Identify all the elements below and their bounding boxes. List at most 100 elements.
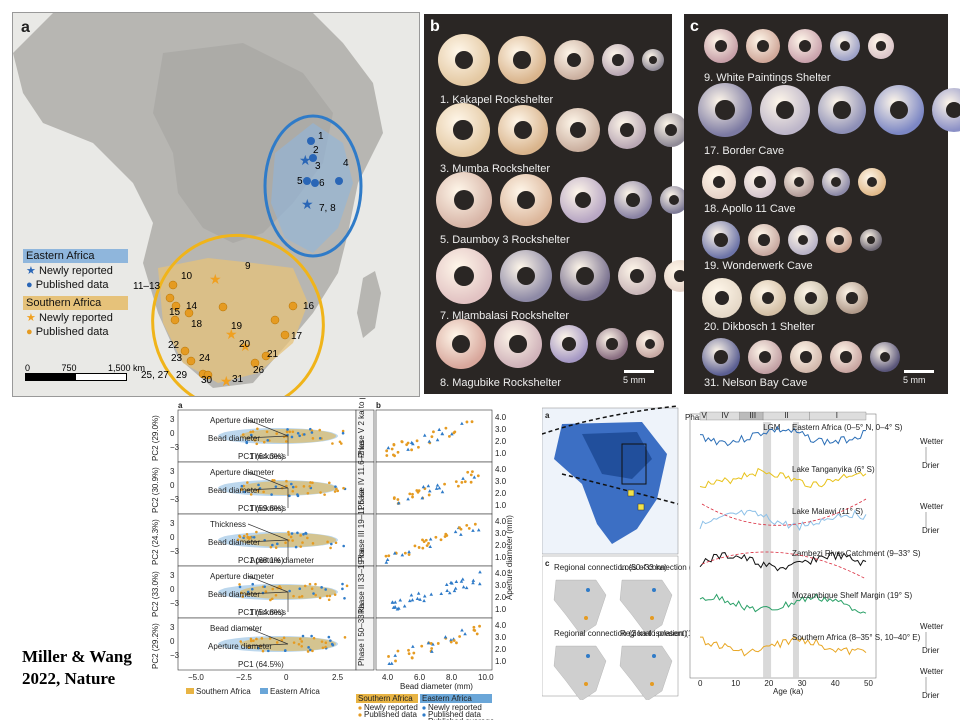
legend-marker xyxy=(358,706,362,710)
pca-point xyxy=(326,540,329,544)
scatter-point xyxy=(435,483,440,487)
mini-africa xyxy=(619,579,673,636)
scatter-point xyxy=(394,659,397,663)
insolation-curve xyxy=(701,498,867,526)
scatter-point xyxy=(432,430,435,434)
bead-image xyxy=(660,186,688,214)
ytick-right: 4.0 xyxy=(495,569,507,578)
ytick-left: 0 xyxy=(170,481,175,490)
pca-point xyxy=(311,649,314,653)
drier-label: Drier xyxy=(922,646,940,655)
scatter-point xyxy=(410,448,414,452)
scatter-point xyxy=(472,475,477,479)
pca-point xyxy=(299,534,302,537)
site-number: 23 xyxy=(171,353,183,364)
scatter-point xyxy=(415,439,419,443)
pca-point xyxy=(246,590,250,594)
phase-name: II xyxy=(784,411,788,420)
site-number: 3 xyxy=(315,161,321,172)
climate-plot-frame xyxy=(689,413,877,679)
pca-point xyxy=(274,546,278,549)
site-number: 22 xyxy=(168,340,180,351)
phase-strip xyxy=(355,617,375,671)
pca-point xyxy=(310,431,314,434)
pca-point xyxy=(270,493,273,496)
pca-point xyxy=(238,585,242,589)
pca-point xyxy=(292,641,296,644)
phase-name: III xyxy=(749,411,756,420)
scatter-point xyxy=(393,605,398,609)
scatter-point xyxy=(427,489,432,493)
pca-point xyxy=(255,530,258,534)
arrow-label: Bead diameter xyxy=(210,624,262,633)
pca-point xyxy=(265,430,269,434)
site-number: 4 xyxy=(343,158,349,169)
pca-point xyxy=(340,442,343,445)
pca-point xyxy=(287,533,291,536)
bead-image xyxy=(500,174,552,226)
insolation-curve xyxy=(701,551,867,580)
scatter-point xyxy=(392,453,395,457)
scatter-point xyxy=(407,652,411,656)
credit: Miller & Wang 2022, Nature xyxy=(22,646,132,690)
pca-point xyxy=(341,431,345,435)
region-box xyxy=(621,443,647,485)
scatter-point xyxy=(460,421,464,425)
panel-a-label: a xyxy=(21,19,30,36)
pca-point xyxy=(239,591,243,595)
site-number: 21 xyxy=(267,349,279,360)
scatter-point xyxy=(427,439,432,443)
pca-point xyxy=(268,637,272,640)
bead-image xyxy=(618,257,656,295)
pca-point xyxy=(312,636,316,640)
climate-series xyxy=(699,593,867,614)
pca-point xyxy=(288,589,291,593)
pc1-label: PC1 (54.8%) xyxy=(238,608,284,617)
scatter-point xyxy=(440,432,445,436)
legend-south-title: Southern Africa xyxy=(23,296,128,310)
loading-arrow xyxy=(245,643,289,647)
pca-point xyxy=(300,640,304,643)
scatter-point xyxy=(402,604,407,608)
pca-point xyxy=(246,481,249,484)
scatter-point xyxy=(392,443,396,447)
scatter-point xyxy=(458,635,462,638)
site-number: 6 xyxy=(319,178,325,189)
ytick-right: 1.0 xyxy=(495,553,507,562)
site-number: 31 xyxy=(232,374,244,385)
ytick-left: −3 xyxy=(170,495,180,504)
scatter-point xyxy=(417,445,420,449)
scatter-point xyxy=(435,438,440,442)
pca-point xyxy=(329,639,332,642)
site-number: 24 xyxy=(199,353,211,364)
pca-point xyxy=(328,481,331,485)
arrow-label: Bead diameter xyxy=(208,590,260,599)
bead-caption: 5. Daumboy 3 Rockshelter xyxy=(440,234,570,246)
scatter-point xyxy=(421,546,425,550)
ytick-left: −3 xyxy=(170,599,180,608)
bead-caption: 1. Kakapel Rockshelter xyxy=(440,94,554,106)
map-panel: ★ ★ ★ ★ ★ ★ a 1 2 3 4 5 6 7, 8 9 10 11–1… xyxy=(12,12,420,397)
scatter-point xyxy=(384,554,388,558)
scatter-point xyxy=(439,591,444,596)
site-number: 11–13 xyxy=(133,281,161,292)
pca-point xyxy=(320,586,323,589)
pca-point xyxy=(256,427,259,431)
pca-point xyxy=(302,532,305,536)
bead-image xyxy=(704,29,738,63)
bead-image xyxy=(748,340,782,374)
scatter-point xyxy=(411,495,414,499)
scatter-point xyxy=(425,544,429,548)
bead-caption: 8. Magubike Rockshelter xyxy=(440,377,562,389)
pca-point xyxy=(324,588,327,591)
legend-box xyxy=(356,694,418,703)
beads-south-panel: c 9. White Paintings Shelter 17. Border … xyxy=(684,14,960,394)
xtick-right: 8.0 xyxy=(446,673,458,682)
pca-point xyxy=(300,644,304,648)
ytick-left: 3 xyxy=(170,623,175,632)
scatter-point xyxy=(465,524,469,527)
pca-point xyxy=(241,433,245,436)
bead-image xyxy=(818,86,866,134)
scatter-point xyxy=(461,476,465,480)
site-number: 1 xyxy=(318,131,324,142)
